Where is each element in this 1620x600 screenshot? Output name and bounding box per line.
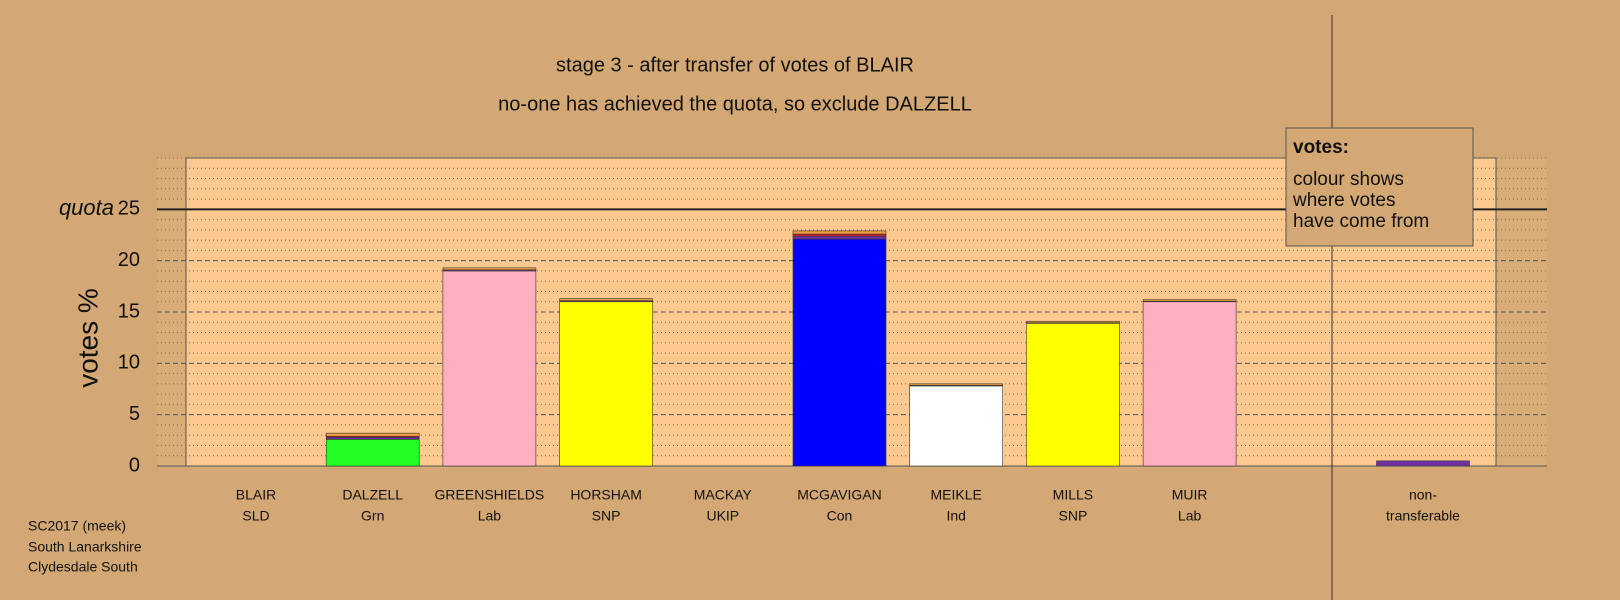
x-tick-sublabel: UKIP xyxy=(706,508,739,524)
x-tick-label: BLAIR xyxy=(236,487,276,503)
chart-subtitle: no-one has achieved the quota, so exclud… xyxy=(498,93,972,115)
x-tick-label: MUIR xyxy=(1172,487,1208,503)
note-box: votes: colour shows where votes have com… xyxy=(1285,127,1474,247)
bar-segment xyxy=(559,298,653,302)
x-tick-label: DALZELL xyxy=(342,487,403,503)
x-tick-sublabel: Lab xyxy=(1178,508,1202,524)
bar-segment xyxy=(325,439,420,467)
bars xyxy=(325,230,1470,467)
x-tick-sublabel: SNP xyxy=(592,508,621,524)
note-line: have come from xyxy=(1293,211,1429,232)
x-tick-sublabel: SNP xyxy=(1059,508,1088,524)
bar-segment xyxy=(442,270,537,467)
note-frame xyxy=(1285,127,1474,247)
x-tick-sublabel: Lab xyxy=(478,508,502,524)
bar-segment xyxy=(792,235,887,240)
chart-title: stage 3 - after transfer of votes of BLA… xyxy=(556,54,914,76)
footer-line: South Lanarkshire xyxy=(28,539,142,555)
x-tick-label: MEIKLE xyxy=(931,487,982,503)
quota-label: quota xyxy=(59,195,114,220)
note-line: where votes xyxy=(1292,190,1395,211)
bar-segment xyxy=(909,385,1004,467)
x-tick-sublabel: Ind xyxy=(946,508,965,524)
bar-segment xyxy=(792,230,887,235)
bar-segment xyxy=(909,383,1004,386)
bar-segment xyxy=(559,301,653,467)
x-tick-label: HORSHAM xyxy=(570,487,642,503)
bar-segment xyxy=(1142,301,1237,467)
y-tick-label: 20 xyxy=(118,249,140,271)
bar-segment xyxy=(1142,299,1237,302)
bar-segment xyxy=(792,238,887,467)
note-line: colour shows xyxy=(1293,169,1404,190)
bar-segment xyxy=(325,432,420,437)
x-tick-sublabel: Con xyxy=(827,508,853,524)
x-tick-sublabel: transferable xyxy=(1386,508,1460,524)
x-tick-label: MACKAY xyxy=(694,487,753,503)
y-tick-label: 25 xyxy=(118,198,140,220)
y-tick-label: 5 xyxy=(129,403,140,425)
note-title: votes: xyxy=(1293,137,1349,158)
x-tick-label: non- xyxy=(1409,487,1437,503)
x-tick-label: MCGAVIGAN xyxy=(797,487,882,503)
bar-segment xyxy=(442,267,537,271)
x-tick-label: GREENSHIELDS xyxy=(435,487,545,503)
y-tick-label: 10 xyxy=(118,352,140,374)
y-tick-label: 0 xyxy=(129,454,140,476)
bar-segment xyxy=(1376,460,1470,467)
bar-segment xyxy=(325,436,420,440)
footer-line: Clydesdale South xyxy=(28,559,138,575)
bar-segment xyxy=(1026,320,1120,324)
bar-segment xyxy=(1026,322,1120,467)
x-tick-sublabel: SLD xyxy=(242,508,269,524)
y-tick-label: 15 xyxy=(118,300,140,322)
x-tick-sublabel: Grn xyxy=(361,508,384,524)
bar-segment xyxy=(792,233,887,237)
footer-line: SC2017 (meek) xyxy=(28,518,126,534)
y-axis-label: votes % xyxy=(72,288,103,388)
x-tick-label: MILLS xyxy=(1053,487,1093,503)
